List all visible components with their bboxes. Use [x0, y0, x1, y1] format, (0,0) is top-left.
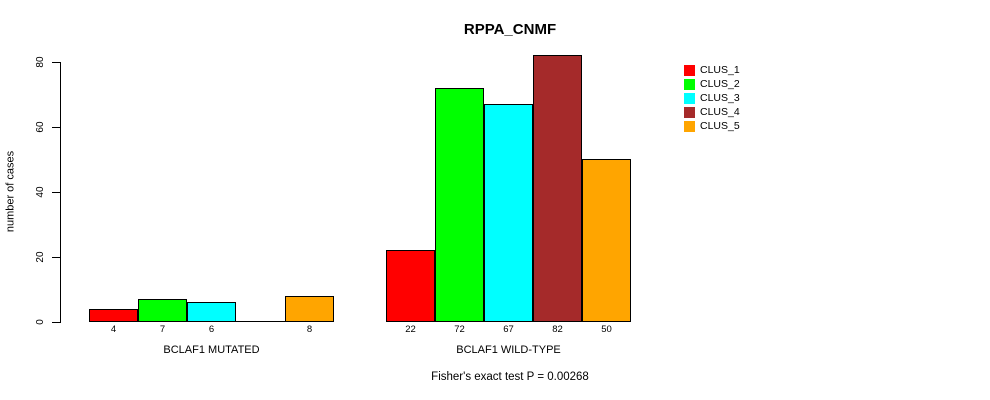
bar-clus-3-bclaf1-wild-type — [484, 104, 533, 322]
bar-clus-2-bclaf1-mutated — [138, 299, 187, 322]
bar-value-label-clus-2-bclaf1-wild-type: 72 — [454, 324, 465, 335]
legend-item-clus-1: CLUS_1 — [684, 65, 740, 76]
bar-value-label-clus-1-bclaf1-wild-type: 22 — [405, 324, 416, 335]
legend-swatch-clus-2 — [684, 79, 695, 90]
bar-value-label-clus-4-bclaf1-wild-type: 82 — [552, 324, 563, 335]
bar-clus-1-bclaf1-mutated — [89, 309, 138, 322]
bar-value-label-clus-1-bclaf1-mutated: 4 — [110, 324, 117, 335]
bar-value-label-clus-2-bclaf1-mutated: 7 — [159, 324, 166, 335]
bar-value-label-clus-5-bclaf1-wild-type: 50 — [601, 324, 612, 335]
legend-swatch-clus-1 — [684, 65, 695, 76]
legend-label-clus-3: CLUS_3 — [700, 92, 740, 104]
y-axis-tick-60 — [52, 127, 61, 128]
legend-swatch-clus-3 — [684, 93, 695, 104]
y-axis-tick-20 — [52, 257, 61, 258]
bar-value-label-clus-3-bclaf1-mutated: 6 — [208, 324, 215, 335]
y-axis-tick-40 — [52, 192, 61, 193]
legend-item-clus-4: CLUS_4 — [684, 107, 740, 118]
legend-swatch-clus-4 — [684, 107, 695, 118]
bar-clus-5-bclaf1-wild-type — [582, 159, 631, 322]
bar-clus-2-bclaf1-wild-type — [435, 88, 484, 322]
bar-clus-4-bclaf1-wild-type — [533, 55, 582, 322]
legend-label-clus-4: CLUS_4 — [700, 106, 740, 118]
legend-item-clus-5: CLUS_5 — [684, 121, 740, 132]
legend-label-clus-1: CLUS_1 — [700, 64, 740, 76]
bar-value-label-clus-3-bclaf1-wild-type: 67 — [503, 324, 514, 335]
bar-clus-1-bclaf1-wild-type — [386, 250, 435, 322]
x-axis-group-label-bclaf1-wild-type: BCLAF1 WILD-TYPE — [456, 344, 561, 356]
y-axis-tick-80 — [52, 62, 61, 63]
y-axis-tick-0 — [52, 322, 61, 323]
legend-swatch-clus-5 — [684, 121, 695, 132]
chart-title: RPPA_CNMF — [463, 21, 557, 38]
bar-clus-5-bclaf1-mutated — [285, 296, 334, 322]
legend-item-clus-2: CLUS_2 — [684, 79, 740, 90]
bar-value-label-clus-5-bclaf1-mutated: 8 — [306, 324, 313, 335]
bar-clus-4-bclaf1-mutated — [236, 321, 285, 322]
legend-label-clus-5: CLUS_5 — [700, 120, 740, 132]
stat-annotation: Fisher's exact test P = 0.00268 — [431, 371, 589, 383]
legend-label-clus-2: CLUS_2 — [700, 78, 740, 90]
bar-clus-3-bclaf1-mutated — [187, 302, 236, 322]
x-axis-group-label-bclaf1-mutated: BCLAF1 MUTATED — [163, 344, 260, 356]
legend-item-clus-3: CLUS_3 — [684, 93, 740, 104]
